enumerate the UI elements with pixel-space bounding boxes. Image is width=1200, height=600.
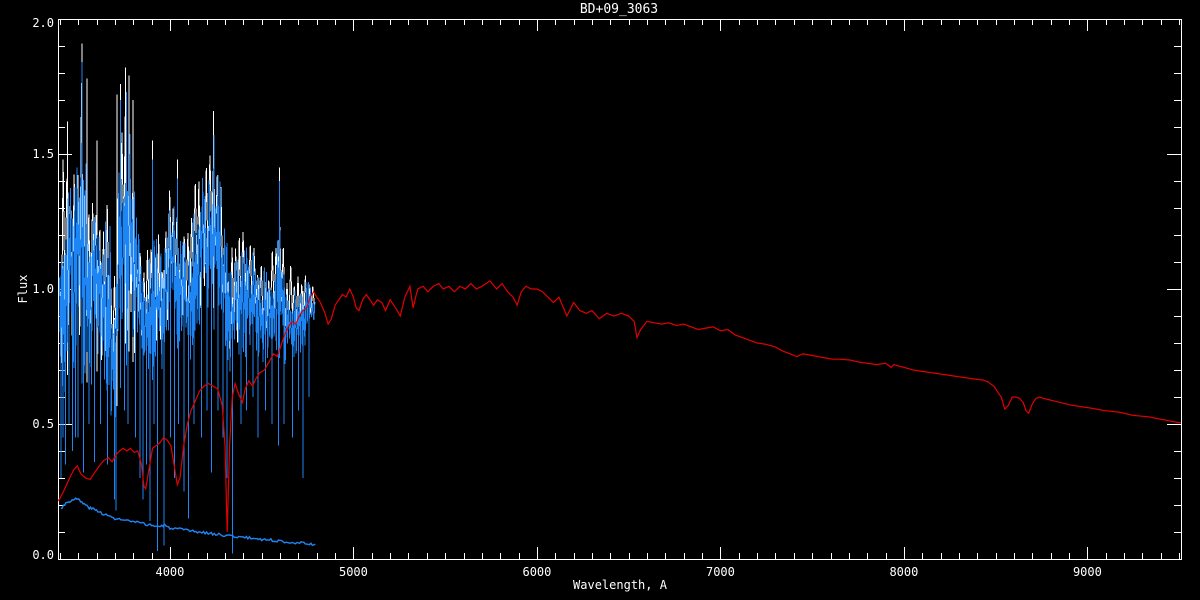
x-tick-label: 4000 — [155, 565, 184, 579]
y-tick-label: 2.0 — [32, 16, 54, 30]
x-tick-label: 8000 — [889, 565, 918, 579]
blue-arm-spectrum-white-trace-spikes — [67, 43, 304, 438]
axis-tick-labels: 4000 5000 6000 7000 8000 9000 0.0 0.5 1.0 1.5 2.0 — [32, 16, 1102, 579]
y-axis-label: Flux — [16, 275, 30, 304]
error-sky-spectrum-line — [60, 497, 316, 547]
red-arm-spectrum-line — [58, 280, 1181, 533]
blue-arm-spectrum-blue-trace-spikes — [60, 62, 310, 554]
plot-title: BD+09_3063 — [580, 2, 658, 17]
y-tick-label: 0.0 — [32, 548, 54, 562]
y-tick-label: 0.5 — [32, 417, 54, 431]
y-tick-label: 1.5 — [32, 147, 54, 161]
x-tick-label: 5000 — [339, 565, 368, 579]
y-tick-label: 1.0 — [32, 282, 54, 296]
x-tick-label: 7000 — [706, 565, 735, 579]
x-tick-label: 6000 — [522, 565, 551, 579]
x-axis-label: Wavelength, A — [573, 578, 668, 592]
spectra-curves — [58, 43, 1181, 554]
x-tick-label: 9000 — [1073, 565, 1102, 579]
